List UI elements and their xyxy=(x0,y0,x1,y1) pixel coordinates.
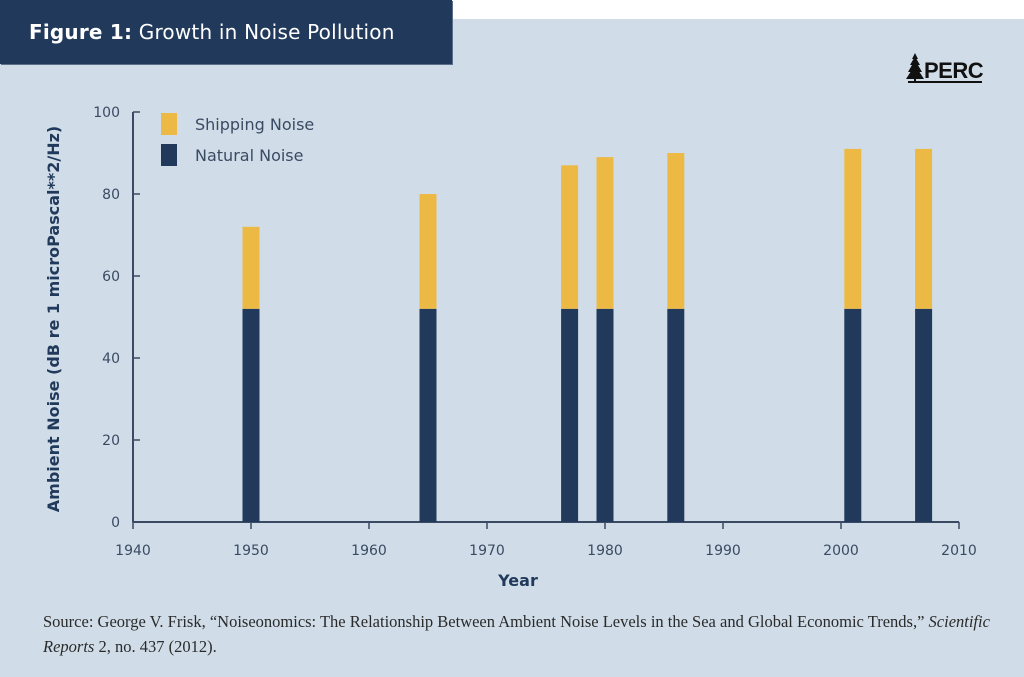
y-tick-label-0: 0 xyxy=(111,515,120,531)
x-tick-label-2010: 2010 xyxy=(941,543,977,559)
bar-natural-noise-1965 xyxy=(419,308,437,522)
figure-title-text: Growth in Noise Pollution xyxy=(138,20,395,44)
x-axis-title: Year xyxy=(497,571,538,590)
perc-logo: PERC xyxy=(906,52,984,83)
legend-swatch-natural xyxy=(161,144,177,166)
bar-natural-noise-2001 xyxy=(844,308,862,522)
x-tick-label-1960: 1960 xyxy=(351,543,387,559)
legend-swatch-shipping xyxy=(161,113,177,135)
bar-natural-noise-1986 xyxy=(667,308,685,522)
y-tick-label-40: 40 xyxy=(102,351,120,367)
source-journal: Scientific Reports xyxy=(43,612,990,656)
bar-natural-noise-1950 xyxy=(242,308,260,522)
bar-natural-noise-2007 xyxy=(915,308,933,522)
y-tick-label-60: 60 xyxy=(102,269,120,285)
legend-label-shipping: Shipping Noise xyxy=(195,115,314,134)
legend: Shipping Noise Natural Noise xyxy=(161,113,314,166)
logo-text: PERC xyxy=(924,58,984,83)
y-tick-label-100: 100 xyxy=(93,105,120,121)
bar-natural-noise-1980 xyxy=(596,308,614,522)
x-tick-label-2000: 2000 xyxy=(823,543,859,559)
x-tick-label-1950: 1950 xyxy=(233,543,269,559)
source-prefix: Source: George V. Frisk, “Noiseonomics: … xyxy=(43,612,929,631)
bar-shipping-noise-1977 xyxy=(561,165,579,309)
x-tick-label-1940: 1940 xyxy=(115,543,151,559)
bar-shipping-noise-1986 xyxy=(667,153,685,309)
x-tick-label-1990: 1990 xyxy=(705,543,741,559)
y-tick-label-80: 80 xyxy=(102,187,120,203)
bar-shipping-noise-1950 xyxy=(242,226,260,309)
source-suffix: 2, no. 437 (2012). xyxy=(94,637,217,656)
figure-title: Figure 1: Growth in Noise Pollution xyxy=(29,20,395,44)
bar-shipping-noise-1980 xyxy=(596,157,614,309)
figure-title-banner: Figure 1: Growth in Noise Pollution xyxy=(0,0,452,64)
y-tick-label-20: 20 xyxy=(102,433,120,449)
x-tick-label-1980: 1980 xyxy=(587,543,623,559)
bar-shipping-noise-2001 xyxy=(844,148,862,309)
axes: 0 20 40 60 80 100 1940 1950 1960 1970 1980 1990 2000… xyxy=(93,105,977,559)
bars xyxy=(242,148,933,522)
y-axis-title: Ambient Noise (dB re 1 microPascal**2/Hz… xyxy=(44,126,63,512)
bar-shipping-noise-2007 xyxy=(915,148,933,309)
pine-tree-icon xyxy=(906,53,924,82)
legend-label-natural: Natural Noise xyxy=(195,146,303,165)
bar-shipping-noise-1965 xyxy=(419,194,437,309)
source-citation: Source: George V. Frisk, “Noiseonomics: … xyxy=(43,609,1003,659)
x-tick-label-1970: 1970 xyxy=(469,543,505,559)
figure-label: Figure 1: xyxy=(29,20,133,44)
bar-natural-noise-1977 xyxy=(561,308,579,522)
logo-underline xyxy=(908,81,982,83)
